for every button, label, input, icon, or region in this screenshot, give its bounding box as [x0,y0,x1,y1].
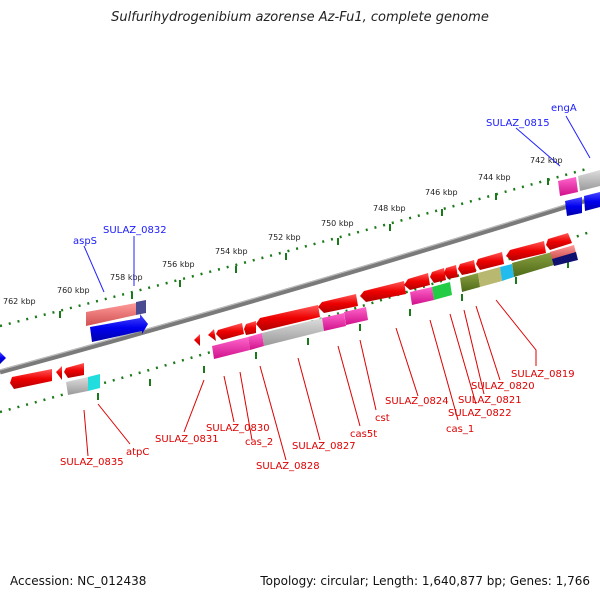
gene-label: cas5t [350,429,377,440]
gene-arrow [546,233,572,250]
gene-arrow [430,268,446,283]
gene-label: SULAZ_0815 [486,118,550,129]
gene-box [578,170,600,191]
kbp-label: 762 kbp [3,297,36,306]
gene-label: cst [375,413,390,424]
gene-box [88,374,100,391]
gene-box [248,333,264,350]
gene-label: SULAZ_0827 [292,441,356,452]
gene-label: atpC [126,447,149,458]
gene-box [322,313,346,331]
kbp-label: 746 kbp [425,188,458,197]
kbp-label: 754 kbp [215,247,248,256]
gene-arrow [208,329,216,341]
inner-tick-ring [0,230,591,414]
kbp-label: 752 kbp [268,233,301,242]
gene-box [550,245,576,259]
accession-text: Accession: NC_012438 [10,574,147,588]
red-gene-labels: SULAZ_0819 SULAZ_0820 SULAZ_0821 SULAZ_0… [60,369,575,472]
gene-box [432,282,452,300]
gene-arrow [194,334,200,346]
gene-arrow [476,252,504,270]
gene-box [512,252,554,277]
gene-label: engA [551,103,577,114]
gene-box [86,303,136,326]
gene-label: cas_1 [446,424,474,435]
gene-label: SULAZ_0821 [458,395,522,406]
gene-arrow [10,369,52,389]
outer-major-ticks [59,178,549,318]
gene-arrow [506,241,546,261]
kbp-label: 756 kbp [162,260,195,269]
gene-box [262,318,324,346]
forward-misc-genes [86,170,600,326]
gene-arrow [64,363,84,378]
kbp-label: 744 kbp [478,173,511,182]
gene-box [552,252,578,266]
topology-text: Topology: circular; Length: 1,640,877 bp… [260,574,590,588]
gene-arrow [216,323,244,340]
kbp-label: 758 kbp [110,273,143,282]
gene-box [500,264,514,281]
backbone-highlight [0,193,600,371]
gene-box [460,273,480,292]
gene-arrow [565,197,582,216]
gene-label: SULAZ_0831 [155,434,219,445]
gene-box [212,337,250,359]
gene-arrow [584,192,600,211]
gene-arrow [0,352,6,364]
gene-arrow [318,294,358,313]
gene-arrow [256,305,320,331]
gene-arrow [56,366,62,380]
gene-label: SULAZ_0830 [206,423,270,434]
kbp-label: 750 kbp [321,219,354,228]
gene-box [66,377,88,395]
red-leaders [83,299,537,461]
gene-label: SULAZ_0828 [256,461,320,472]
kbp-label: 748 kbp [373,204,406,213]
blue-gene-labels: engA SULAZ_0815 SULAZ_0832 aspS [73,103,577,247]
gene-box [478,267,502,287]
kbp-label: 760 kbp [57,286,90,295]
kbp-labels: 742 kbp 744 kbp 746 kbp 748 kbp 750 kbp … [3,156,563,306]
gene-label: SULAZ_0820 [471,381,535,392]
gene-arrow [404,273,430,290]
gene-arrow [90,314,148,342]
kbp-label: 742 kbp [530,156,563,165]
forward-genes [0,192,600,364]
outer-tick-ring [0,166,591,328]
gene-box [136,300,146,315]
blue-leaders [83,115,591,293]
gene-arrow [360,281,406,302]
gene-box [410,287,434,305]
gene-label: SULAZ_0835 [60,457,124,468]
gene-box [558,177,578,196]
reverse-misc-genes [66,245,578,395]
gene-label: aspS [73,236,97,247]
reverse-genes [10,233,572,389]
gene-label: SULAZ_0819 [511,369,575,380]
gene-box [344,307,368,325]
genome-backbone [0,193,600,375]
gene-arrow [444,265,458,279]
gene-arrow [458,260,476,275]
gene-label: cas_2 [245,437,273,448]
gene-label: SULAZ_0824 [385,396,449,407]
gene-label: SULAZ_0822 [448,408,512,419]
gene-arrow [244,321,256,335]
gene-label: SULAZ_0832 [103,225,167,236]
inner-major-ticks [97,261,569,400]
map-title: Sulfurihydrogenibium azorense Az-Fu1, co… [111,10,489,25]
